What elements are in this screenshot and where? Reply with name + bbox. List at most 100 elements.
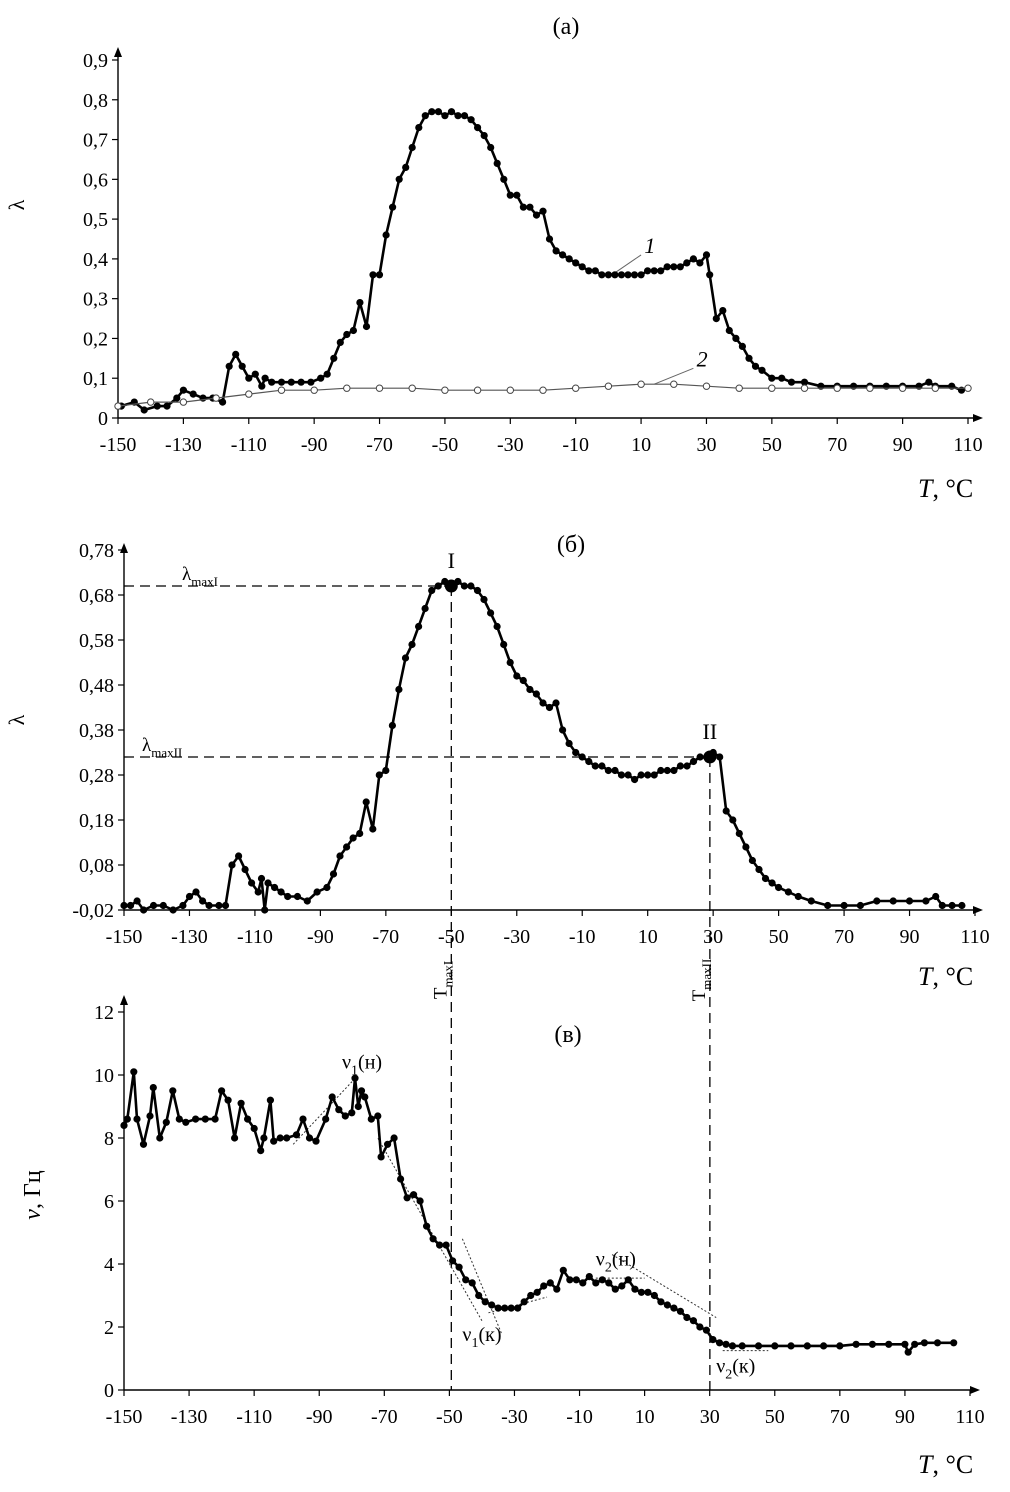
panel-2-series-1-point	[343, 843, 351, 851]
panel-3-series-1-point	[169, 1087, 177, 1095]
panel-2-series-1-point	[807, 897, 815, 905]
panel-3-series-1-point	[696, 1323, 704, 1331]
panel-1-series-1-point	[526, 203, 534, 211]
panel-3-series-1-point	[836, 1342, 844, 1350]
panel-2-series-1-point	[126, 901, 135, 910]
panel-1-series-1-point	[336, 338, 344, 347]
panel-2-series-1-point	[696, 753, 704, 761]
panel-3-y-tick-label: 6	[104, 1191, 114, 1213]
panel-1-series-2-point	[343, 384, 351, 392]
panel-1-series-1-point	[173, 394, 181, 402]
panel-1-x-tick-label: 30	[696, 434, 716, 456]
panel-1-panel-label: (а)	[553, 14, 580, 40]
panel-3-series-1-point	[722, 1340, 730, 1348]
panel-1-x-tick-label: -30	[497, 434, 524, 456]
panel-1-series-2-point	[506, 386, 514, 394]
panel-3-series-1-point	[657, 1298, 665, 1306]
panel-3-y-tick-label: 10	[94, 1065, 114, 1087]
panel-1-series-1-point	[585, 267, 593, 275]
panel-1-series-1-point	[238, 362, 246, 370]
panel-1-series-1-point	[140, 406, 148, 414]
panel-2-series-1-point	[235, 852, 243, 860]
panel-2-series-1-point	[336, 852, 344, 860]
panel-3-series-1-point	[436, 1241, 444, 1249]
panel-1-series-1-point	[500, 175, 508, 183]
panel-1-x-tick-label: -90	[301, 434, 328, 456]
panel-2-series-1-point	[558, 726, 567, 734]
panel-1-series-2-point	[245, 390, 253, 398]
panel-1-series-1-point	[738, 342, 747, 351]
panel-1-series-2-point	[212, 394, 220, 402]
panel-3-series-1-point	[868, 1340, 877, 1348]
panel-2-x-tick-label: 110	[960, 926, 989, 948]
panel-3-series-1-point	[341, 1112, 349, 1120]
panel-2-series-1-point	[356, 829, 364, 838]
panel-2-x-tick-label: -30	[503, 926, 530, 948]
panel-1-series-2-point	[114, 402, 122, 410]
panel-1-series-1-point	[706, 271, 714, 279]
panel-3-series-1-point	[192, 1115, 200, 1123]
panel-1-series-1-point	[751, 362, 760, 370]
panel-3-series-1-point	[322, 1115, 330, 1123]
panel-3-series-1-point	[592, 1279, 600, 1287]
panel-2-series-1-point	[585, 757, 593, 766]
panel-2-series-1-point	[362, 798, 370, 806]
panel-3-series-1-point	[911, 1340, 919, 1348]
guide-lines	[124, 254, 769, 1390]
panel-1-series-1-point	[297, 378, 305, 386]
panel-3-series-1-point	[481, 1298, 489, 1306]
tangent-line	[611, 1254, 717, 1318]
panel-1-series-1-point	[189, 390, 197, 398]
panel-2-series-1-point	[644, 771, 652, 779]
panel-3-series-1-point	[754, 1342, 763, 1350]
panel-1-y-tick-label: 0	[98, 408, 108, 430]
panel-1-series-2-point	[277, 386, 286, 394]
panel-3-series-1-point	[771, 1342, 779, 1350]
panel-1-series-1-point	[663, 263, 671, 271]
panel-3-series-1-point	[429, 1235, 437, 1243]
panel-1-series-2-point	[866, 384, 874, 392]
nu-annotation-2: ν1(к)	[462, 1324, 501, 1351]
panel-2-series-1-point	[388, 721, 397, 730]
panel-1-series-1-point	[245, 374, 253, 382]
panel-3-x-axis-label: T, °C	[918, 1450, 973, 1479]
panel-2-series-1-point	[169, 906, 177, 914]
panel-1-series-1-point	[480, 132, 488, 140]
panel-2-series-1-point	[873, 897, 881, 905]
panel-1-x-tick-label: 70	[827, 434, 847, 456]
panel-1-series-1-point	[637, 271, 645, 279]
panel-1-series-2-point	[408, 384, 416, 392]
panel-3-series-1-point	[787, 1342, 795, 1350]
panel-2-series-1-point	[408, 640, 416, 649]
panel-3-series-1-point	[354, 1102, 362, 1111]
panel-1-series-1-point	[402, 163, 410, 171]
panel-1-series-1-point	[689, 255, 698, 263]
series-1-label: 1	[644, 233, 655, 258]
panel-1-series-1-point	[362, 322, 371, 331]
panel-3-panel-label: (в)	[554, 1022, 581, 1048]
panel-1-series-1-point	[745, 354, 753, 362]
panel-3-series-1-point	[468, 1279, 476, 1287]
panel-2-series-1-point	[421, 604, 429, 613]
panel-1-series-1-point	[163, 402, 171, 410]
panel-3-series-1-point	[728, 1342, 737, 1350]
panel-2-series-1-point	[185, 892, 194, 901]
panel-2-x-tick-label: -10	[569, 926, 596, 948]
panel-1-y-tick-label: 0,5	[83, 209, 108, 231]
panel-3-series-1-point	[133, 1115, 141, 1123]
panel-3-series-1-point	[403, 1194, 411, 1202]
panel-2-series-1-point	[948, 901, 956, 910]
panel-2-series-1-point	[519, 676, 527, 685]
panel-3-series-1-point	[250, 1124, 258, 1133]
panel-3-series-1-point	[920, 1339, 929, 1347]
panel-1-series-1-point	[670, 263, 678, 271]
panel-2-series-1-point	[545, 703, 554, 712]
panel-3-series-1-point	[123, 1115, 131, 1123]
panel-1-series-1-point	[225, 362, 233, 370]
panel-3-series-1-point	[579, 1279, 587, 1287]
panel-2-series-1-point	[735, 829, 743, 838]
panel-3-series-1-line	[122, 1070, 954, 1354]
panel-2-series-1-point	[179, 901, 187, 910]
panel-1-series-1-point	[572, 259, 580, 267]
panel-2-series-1-point	[313, 888, 321, 896]
